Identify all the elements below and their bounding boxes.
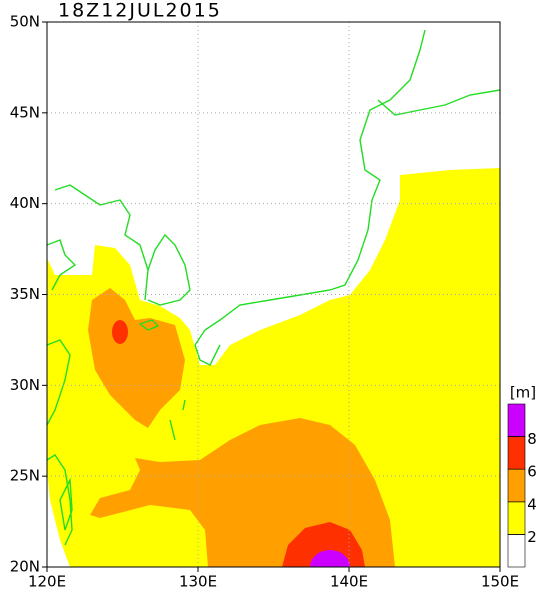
colorbar-unit: [m] [510,384,536,402]
map-title: 18Z12JUL2015 [58,0,222,22]
colorbar-box [507,403,526,437]
colorbar-label: 6 [527,463,537,481]
x-tick-label: 130E [179,573,217,591]
coastline [46,29,501,546]
y-tick-label: 45N [10,103,40,121]
x-tick-label: 150E [481,573,519,591]
field-8-10 [310,550,350,567]
coast-china [46,184,149,546]
coast-japan [194,29,501,366]
y-tick-label: 50N [10,13,40,31]
colorbar-label: 2 [527,528,537,546]
y-tick-label: 40N [10,194,40,212]
y-tick-label: 25N [10,467,40,485]
y-tick-label: 20N [10,558,40,576]
y-tick-label: 30N [10,376,40,394]
x-tick-label: 120E [28,573,66,591]
colorbar-box [507,468,526,503]
field-6-8 [112,320,128,344]
y-tick-label: 35N [10,285,40,303]
field-4-6 [88,288,185,428]
colorbar-box [507,501,526,535]
colorbar-box [507,436,526,470]
x-tick-label: 140E [330,573,368,591]
colorbar-label: 4 [527,495,537,513]
wave-fields [47,168,500,567]
coast-islands [59,319,186,531]
colorbar-box [507,534,526,568]
coast-korea [147,233,191,306]
grid [47,22,500,567]
colorbar-label: 8 [527,430,537,448]
